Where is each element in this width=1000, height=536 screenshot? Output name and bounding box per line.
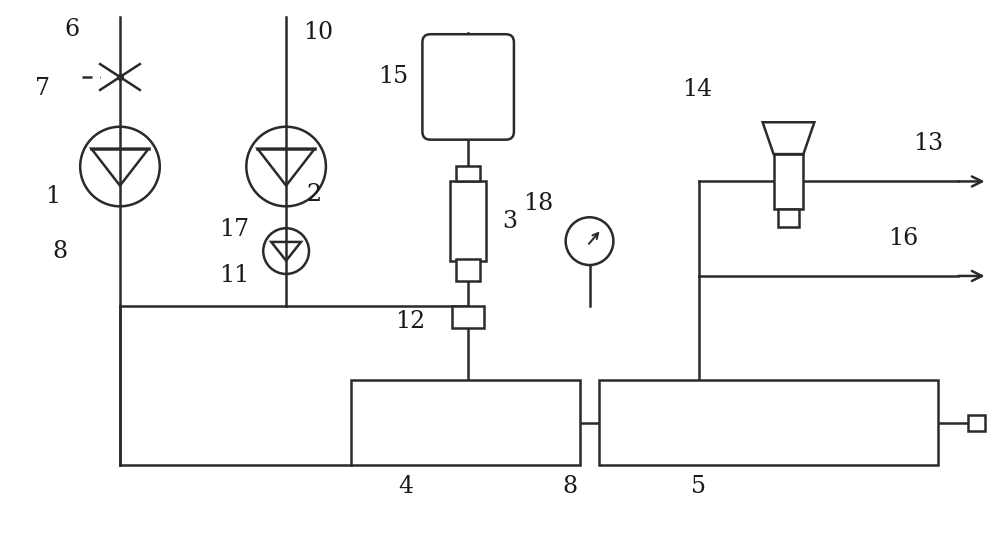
Text: 3: 3 <box>502 210 517 233</box>
Text: 17: 17 <box>219 218 249 241</box>
Text: 1: 1 <box>45 185 60 208</box>
Text: 8: 8 <box>53 240 68 263</box>
Text: 12: 12 <box>395 310 426 333</box>
Bar <box>778 209 799 227</box>
Bar <box>452 306 484 327</box>
Text: 14: 14 <box>682 78 712 101</box>
Text: 13: 13 <box>913 132 943 155</box>
Bar <box>968 415 985 430</box>
Bar <box>456 166 480 182</box>
Text: 11: 11 <box>219 264 250 287</box>
FancyBboxPatch shape <box>422 34 514 140</box>
Text: 2: 2 <box>306 183 322 206</box>
Bar <box>774 154 803 209</box>
Text: 7: 7 <box>35 77 50 100</box>
Bar <box>351 381 580 465</box>
Text: 8: 8 <box>562 475 577 498</box>
Polygon shape <box>763 122 814 154</box>
Text: 16: 16 <box>888 227 918 250</box>
Text: 10: 10 <box>303 21 333 44</box>
Text: 6: 6 <box>65 18 80 41</box>
Text: 4: 4 <box>398 475 413 498</box>
Bar <box>450 182 486 261</box>
Text: 15: 15 <box>378 65 409 88</box>
Text: 18: 18 <box>523 192 553 215</box>
Bar <box>599 381 938 465</box>
Text: 5: 5 <box>691 475 706 498</box>
Bar <box>456 259 480 281</box>
